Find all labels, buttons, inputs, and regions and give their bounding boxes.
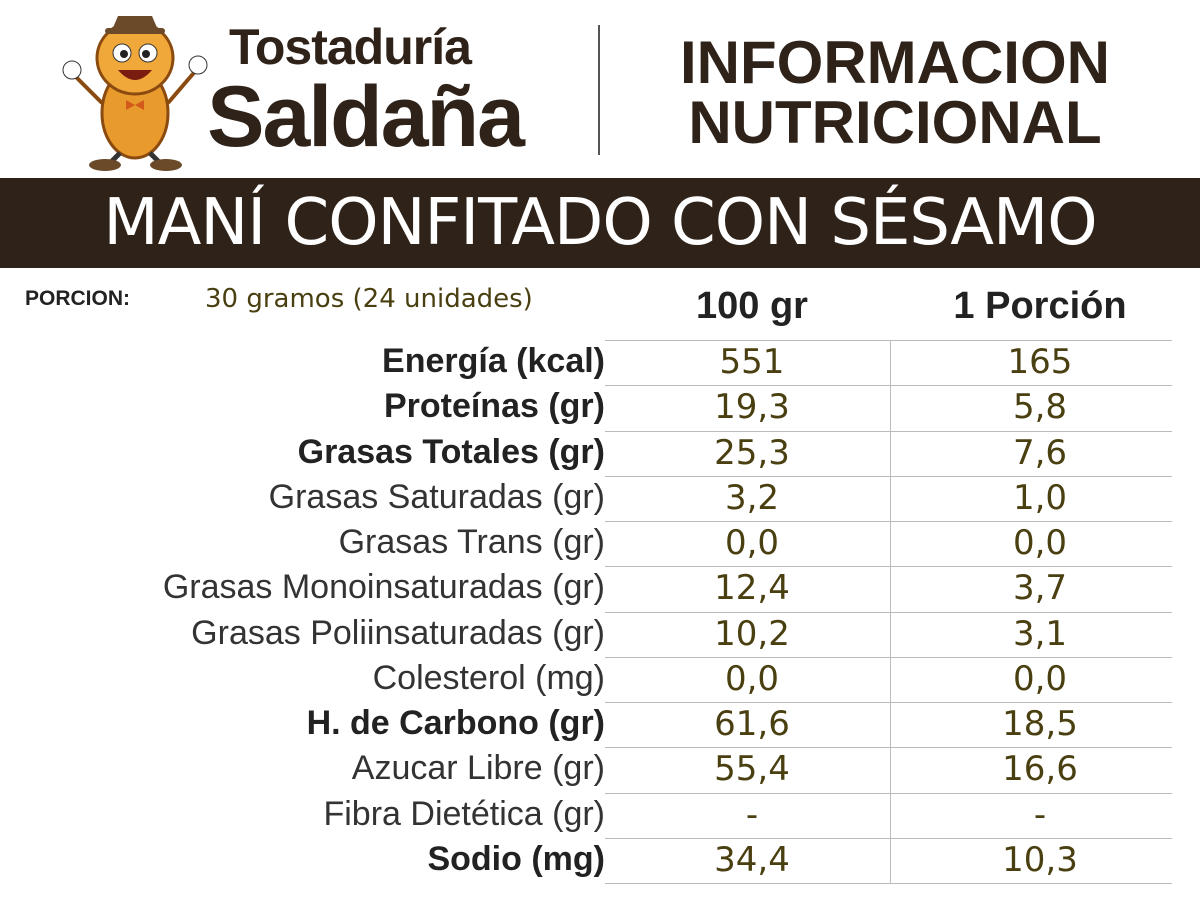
row-label: Sodio (mg) xyxy=(427,839,605,878)
cell-value: 3,7 xyxy=(1012,568,1068,609)
cell-value: 0,0 xyxy=(1012,658,1068,699)
cell-value: 5,8 xyxy=(1012,387,1068,428)
cell-value: 34,4 xyxy=(714,839,790,880)
cell-value: 25,3 xyxy=(714,432,790,473)
cell-value: 10,3 xyxy=(1002,839,1078,880)
brand-line: Tostaduría xyxy=(229,19,472,75)
cell-value: - xyxy=(1033,794,1047,835)
brand-line: Saldaña xyxy=(207,69,525,165)
cell-value: 10,2 xyxy=(714,613,790,654)
cell-value: 0,0 xyxy=(1012,523,1068,563)
grid-line xyxy=(605,430,1172,432)
cell-value: 3,2 xyxy=(724,477,780,518)
cell-value: 165 xyxy=(1007,342,1073,382)
mascot xyxy=(62,16,208,171)
divider xyxy=(598,25,600,155)
grid-line xyxy=(605,883,1172,884)
cell-value: 19,3 xyxy=(714,387,790,428)
product-band xyxy=(0,178,1200,268)
row-label: Fibra Dietética (gr) xyxy=(323,794,605,833)
row-label: Grasas Totales (gr) xyxy=(297,432,605,471)
grid-line xyxy=(605,656,1172,658)
column-header: 100 gr xyxy=(696,285,808,327)
grid-line xyxy=(605,475,1172,477)
row-label: Grasas Saturadas (gr) xyxy=(268,477,605,516)
cell-value: 18,5 xyxy=(1002,704,1078,744)
row-label: Grasas Monoinsaturadas (gr) xyxy=(162,568,605,607)
row-label: Energía (kcal) xyxy=(382,342,605,380)
portion-value: 30 gramos (24 unidades) xyxy=(205,284,533,314)
cell-value: 0,0 xyxy=(724,658,780,699)
row-label: Colesterol (mg) xyxy=(372,658,605,697)
grid-line xyxy=(605,611,1172,613)
row-label: Proteínas (gr) xyxy=(383,387,605,426)
grid-line xyxy=(605,792,1172,794)
portion-label: PORCION: xyxy=(25,287,130,310)
cell-value: 551 xyxy=(719,342,785,382)
row-label: Grasas Poliinsaturadas (gr) xyxy=(191,613,605,652)
row-label: H. de Carbono (gr) xyxy=(306,704,605,742)
cell-value: 61,6 xyxy=(714,704,790,744)
cell-value: 55,4 xyxy=(714,749,790,790)
cell-value: 12,4 xyxy=(714,568,790,609)
grid-line xyxy=(605,747,1172,749)
cell-value: 16,6 xyxy=(1002,749,1078,790)
cell-value: - xyxy=(745,794,759,835)
grid-line xyxy=(605,566,1172,568)
grid-line xyxy=(605,702,1172,703)
grid-line xyxy=(605,385,1172,387)
grid-line xyxy=(890,340,891,883)
column-header: 1 Porción xyxy=(953,285,1127,327)
cell-value: 1,0 xyxy=(1012,477,1068,518)
row-label: Grasas Trans (gr) xyxy=(338,523,605,561)
row-label: Azucar Libre (gr) xyxy=(351,749,605,788)
grid-line xyxy=(605,340,1172,341)
cell-value: 3,1 xyxy=(1012,613,1068,654)
cell-value: 0,0 xyxy=(724,523,780,563)
title-line: INFORMACION xyxy=(680,29,1110,96)
grid-line xyxy=(605,837,1172,839)
product-name: MANÍ CONFITADO CON SÉSAMO xyxy=(103,186,1097,260)
title-line: NUTRICIONAL xyxy=(688,89,1102,156)
grid-line xyxy=(605,521,1172,522)
cell-value: 7,6 xyxy=(1012,432,1068,473)
